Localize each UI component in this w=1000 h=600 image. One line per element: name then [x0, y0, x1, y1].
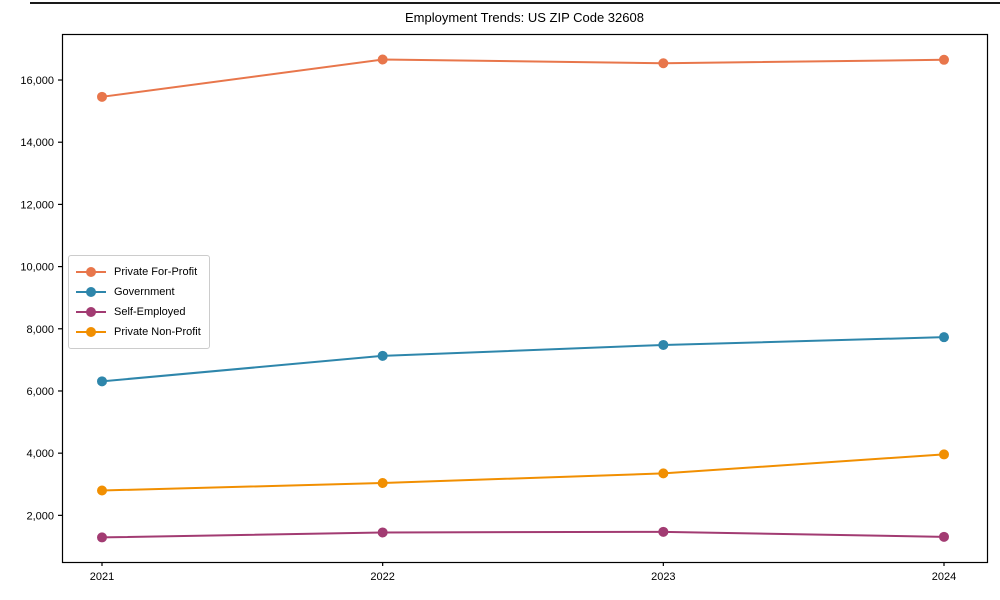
legend-label: Government — [114, 286, 175, 298]
series-line — [101, 530, 945, 539]
x-tick-label: 2022 — [370, 571, 394, 583]
legend: Private For-Profit Government Self-Emplo… — [68, 255, 210, 349]
line-dot-marker-icon — [76, 287, 106, 297]
data-point — [939, 449, 949, 460]
data-point — [939, 332, 949, 343]
x-tick-label: 2021 — [90, 571, 114, 583]
series-line — [101, 453, 945, 492]
y-tick-label: 10,000 — [20, 262, 54, 274]
y-tick-label: 6,000 — [26, 386, 54, 398]
x-tick-label: 2024 — [932, 571, 956, 583]
data-point — [97, 532, 107, 543]
legend-label: Self-Employed — [114, 306, 186, 318]
line-dot-marker-icon — [76, 327, 106, 337]
y-tick-label: 2,000 — [26, 510, 54, 522]
legend-item-self-employed: Self-Employed — [76, 302, 201, 322]
y-tick-label: 16,000 — [20, 75, 54, 87]
y-tick-label: 4,000 — [26, 448, 54, 460]
axes-spines — [61, 33, 989, 564]
chart-title: Employment Trends: US ZIP Code 32608 — [405, 10, 644, 25]
legend-label: Private Non-Profit — [114, 326, 201, 338]
data-point — [97, 91, 107, 102]
data-point — [377, 478, 388, 489]
series-line — [101, 58, 945, 98]
y-tick-label: 12,000 — [20, 199, 54, 211]
data-point — [377, 527, 388, 538]
legend-item-private-non-profit: Private Non-Profit — [76, 322, 201, 342]
legend-item-government: Government — [76, 282, 201, 302]
data-point — [939, 54, 949, 65]
series-line — [101, 336, 945, 383]
y-tick-label: 14,000 — [20, 137, 54, 149]
window-top-edge — [30, 2, 1000, 4]
data-point — [377, 54, 388, 65]
data-point — [97, 485, 107, 496]
data-point — [97, 376, 107, 387]
data-point — [658, 468, 669, 479]
data-point — [658, 526, 669, 537]
line-dot-marker-icon — [76, 267, 106, 277]
y-tick-label: 8,000 — [26, 324, 54, 336]
data-point — [658, 58, 669, 69]
line-dot-marker-icon — [76, 307, 106, 317]
x-tick-label: 2023 — [651, 571, 675, 583]
legend-item-private-for-profit: Private For-Profit — [76, 262, 201, 282]
data-point — [658, 339, 669, 350]
data-point — [939, 531, 949, 542]
legend-label: Private For-Profit — [114, 266, 198, 278]
data-point — [377, 350, 388, 361]
